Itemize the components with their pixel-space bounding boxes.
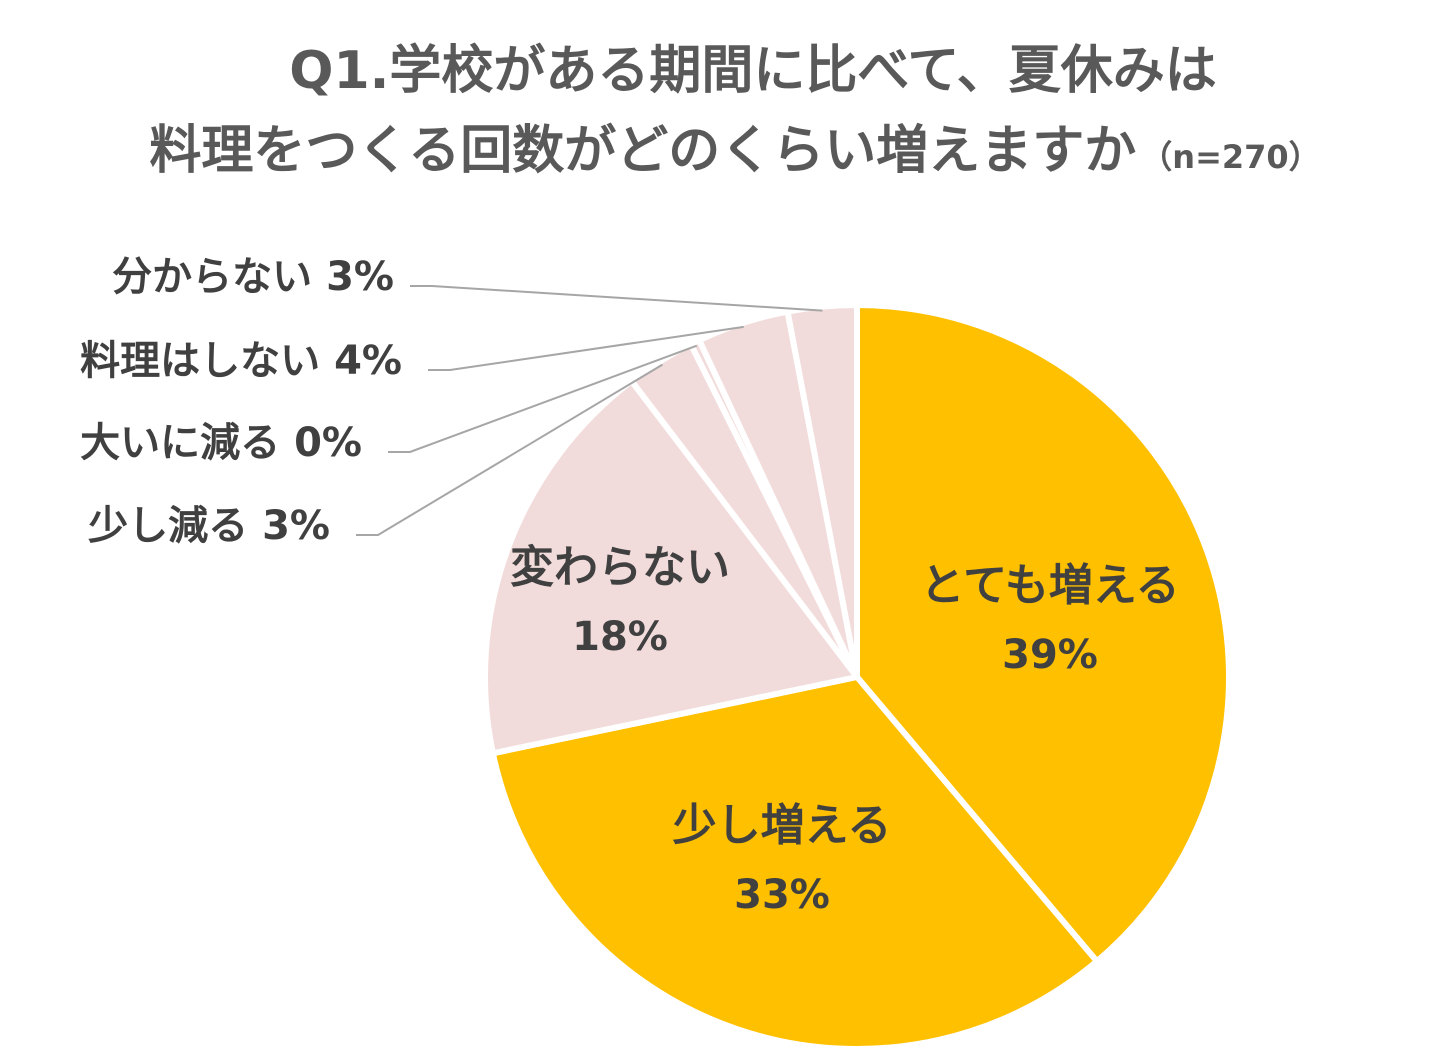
pie-slice: [784, 302, 860, 680]
slice-label-outside: 少し減る 3%: [88, 503, 330, 549]
chart-title-line2: 料理をつくる回数がどのくらい増えますか: [149, 121, 1136, 181]
slice-value-label: 33%: [734, 872, 830, 918]
pie-slice: [854, 302, 1232, 965]
sample-size-label: （n=270）: [1140, 138, 1320, 176]
slice-label-outside: 料理はしない 4%: [80, 338, 402, 384]
chart-title-line2-group: 料理をつくる回数がどのくらい増えますか （n=270）: [149, 121, 1320, 181]
leader-line: [428, 325, 744, 371]
slice-label-outside: 大いに減る 0%: [80, 420, 362, 466]
leader-line: [388, 344, 698, 453]
pie-slice: [489, 674, 1100, 1052]
slice-value-label: 39%: [1002, 632, 1098, 678]
slice-labels: とても増える 39% 少し増える 33% 変わらない 18% 少し減る 3% 大いに減る 0%…: [80, 254, 1179, 918]
leader-lines: [356, 285, 823, 536]
slice-label: とても増える: [920, 560, 1179, 611]
slice-label: 変わらない: [510, 542, 730, 593]
leader-line: [356, 363, 663, 536]
slice-value-label: 18%: [572, 614, 668, 660]
slice-label: 少し増える: [673, 800, 892, 851]
pie-slices: [482, 302, 1232, 1052]
leader-line: [410, 285, 823, 312]
pie-slice: [482, 378, 860, 757]
slice-label-outside: 分からない 3%: [112, 254, 394, 300]
chart-title-line1: Q1.学校がある期間に比べて、夏休みは: [289, 41, 1216, 101]
